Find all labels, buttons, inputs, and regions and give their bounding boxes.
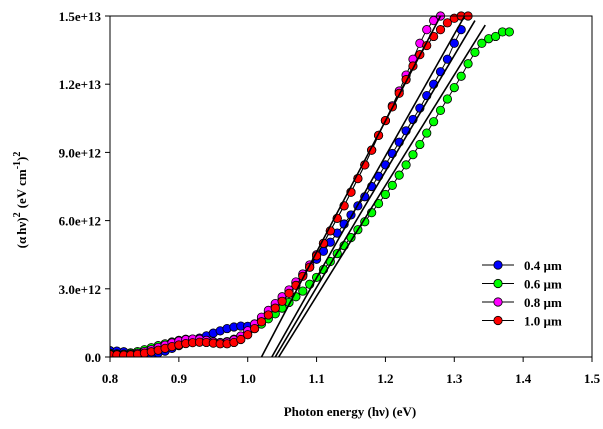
legend-label: 0.8 µm	[524, 295, 562, 310]
y-axis-title-unit-exp: -1	[12, 161, 23, 169]
legend: 0.4 µm 0.6 µm 0.8 µm 1.0 µm	[482, 258, 562, 329]
x-tick-label: 1.5	[584, 371, 601, 386]
linear-fit-line	[271, 15, 466, 357]
data-point	[477, 38, 487, 48]
data-point	[236, 334, 246, 345]
x-tick-label: 1.3	[446, 371, 463, 386]
y-tick-label: 6.0e+12	[59, 214, 101, 229]
legend-label: 0.4 µm	[524, 258, 562, 273]
y-axis-title-exp1: 2	[12, 212, 23, 217]
data-point	[504, 27, 514, 37]
x-tick-label: 1.0	[240, 371, 256, 386]
x-axis-title: Photon energy (hν) (eV)	[284, 404, 417, 419]
y-axis-title-paren-open: (	[14, 244, 29, 248]
y-axis-title-h: h	[14, 227, 29, 235]
plot-frame	[109, 15, 593, 358]
data-point	[401, 160, 411, 170]
legend-label: 1.0 µm	[524, 314, 562, 329]
x-tick-label: 0.9	[171, 371, 188, 386]
svg-text:(αhν)2(eV cm-1)2: (αhν)2(eV cm-1)2	[12, 152, 29, 249]
data-point	[298, 286, 308, 296]
data-point	[408, 150, 418, 160]
y-tick-label: 1.5e+13	[59, 9, 102, 24]
x-tick-label: 1.1	[308, 371, 324, 386]
data-point	[422, 128, 432, 138]
data-point	[435, 25, 446, 35]
data-point	[250, 323, 260, 334]
legend-marker	[493, 278, 503, 289]
y-axis-ticks: 0.0 3.0e+12 6.0e+12 9.0e+12 1.2e+13 1.5e+13	[59, 9, 110, 365]
data-point	[256, 317, 267, 327]
x-tick-label: 0.8	[102, 371, 119, 386]
data-point	[387, 180, 397, 190]
data-point	[380, 189, 391, 200]
fit-lines-layer	[260, 15, 486, 357]
x-tick-label: 1.2	[377, 371, 393, 386]
data-point	[442, 94, 452, 104]
legend-marker	[493, 297, 503, 307]
x-tick-label: 1.4	[515, 371, 532, 386]
data-point	[456, 71, 466, 81]
data-point	[394, 170, 404, 180]
data-point	[442, 18, 452, 28]
data-point	[429, 117, 439, 127]
series-3	[110, 11, 473, 357]
data-point	[490, 31, 501, 42]
y-axis-title-unit-close: )	[14, 157, 29, 161]
y-tick-label: 0.0	[85, 350, 101, 365]
linear-fit-line	[274, 20, 476, 357]
legend-entry: 0.8 µm	[482, 295, 562, 310]
legend-entry: 1.0 µm	[482, 314, 562, 329]
data-point	[243, 330, 253, 340]
data-point	[449, 83, 459, 93]
y-axis-title-paren-close: )	[14, 217, 29, 221]
legend-marker	[493, 315, 503, 326]
y-axis-title-nu: ν	[14, 222, 29, 229]
data-point	[415, 139, 425, 150]
data-point	[422, 25, 432, 35]
data-point	[470, 47, 480, 57]
linear-fit-line	[260, 15, 442, 357]
data-point	[263, 310, 273, 320]
x-axis-ticks: 0.8 0.9 1.0 1.1 1.2 1.3 1.4 1.5	[102, 357, 601, 386]
data-point	[284, 288, 294, 298]
y-tick-label: 3.0e+12	[59, 282, 101, 297]
y-tick-label: 1.2e+13	[59, 77, 102, 92]
y-tick-label: 9.0e+12	[59, 145, 101, 160]
legend-label: 0.6 µm	[524, 277, 562, 292]
data-point	[463, 59, 473, 69]
legend-entry: 0.4 µm	[482, 258, 562, 273]
legend-marker	[493, 260, 503, 270]
data-point	[435, 105, 446, 115]
y-axis-title-unit-exp2: 2	[12, 152, 23, 157]
data-point	[270, 303, 280, 313]
linear-fit-line	[278, 24, 486, 357]
data-point	[277, 296, 287, 306]
legend-entry: 0.6 µm	[482, 277, 562, 292]
y-axis-title: (αhν)2(eV cm-1)2	[12, 152, 29, 249]
y-axis-title-alpha: α	[14, 236, 29, 244]
y-axis-title-unit: (eV cm	[14, 169, 29, 208]
